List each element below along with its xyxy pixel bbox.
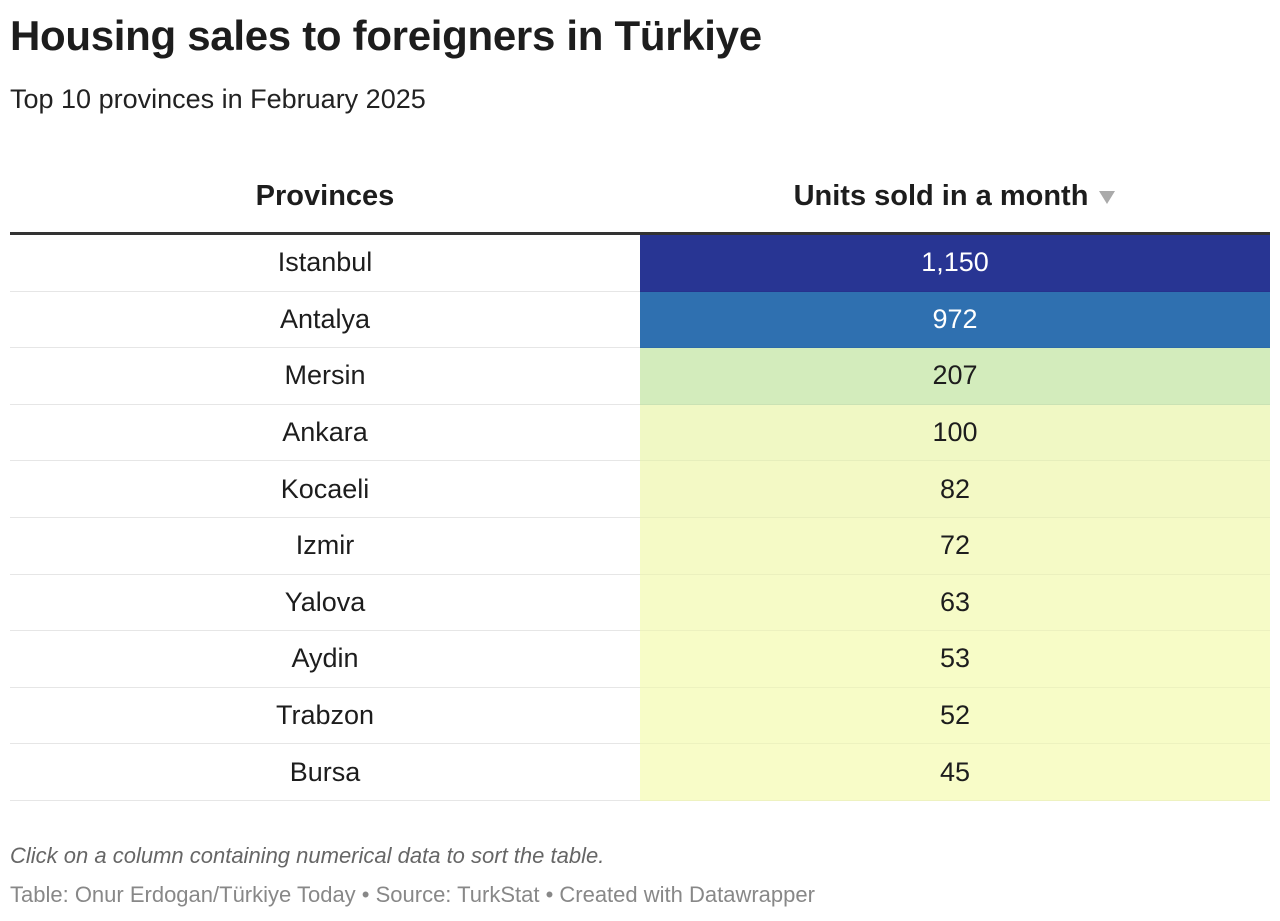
table-row: Istanbul 1,150 xyxy=(10,235,1270,292)
title: Housing sales to foreigners in Türkiye xyxy=(10,12,762,59)
units-cell: 72 xyxy=(640,517,1270,575)
source: Table: Onur Erdogan/Türkiye Today • Sour… xyxy=(10,882,815,907)
sort-arrow xyxy=(1099,190,1116,204)
units-cell: 52 xyxy=(640,687,1270,745)
units-cell: 45 xyxy=(640,744,1270,801)
province-cell: Antalya xyxy=(10,292,640,349)
table-row: Yalova 63 xyxy=(10,574,1270,632)
province-cell: Aydin xyxy=(10,631,640,688)
units-cell: 100 xyxy=(640,404,1270,462)
units-cell: 82 xyxy=(640,461,1270,518)
subtitle: Top 10 provinces in February 2025 xyxy=(10,84,426,114)
table-row: Izmir 72 xyxy=(10,517,1270,575)
table-row: Antalya 972 xyxy=(10,291,1270,349)
units-cell: 53 xyxy=(640,631,1270,688)
table-row: Kocaeli 82 xyxy=(10,461,1270,518)
province-cell: Kocaeli xyxy=(10,461,640,518)
column-header-text: Units sold in a month xyxy=(793,179,1089,212)
notes: Click on a column containing numerical d… xyxy=(10,843,605,868)
table-row: Aydin 53 xyxy=(10,631,1270,688)
province-cell: Mersin xyxy=(10,348,640,405)
table-body: Istanbul 1,150 Antalya 972 Mersin 207 Ankara 10… xyxy=(10,235,1270,801)
table-row: Trabzon 52 xyxy=(10,687,1270,745)
column-header-text: Provinces xyxy=(255,179,395,212)
province-cell: Bursa xyxy=(10,744,640,801)
units-cell: 207 xyxy=(640,348,1270,405)
province-cell: Izmir xyxy=(10,518,640,575)
column-header[interactable]: Provinces xyxy=(10,180,640,213)
column-header[interactable]: Units sold in a month xyxy=(640,180,1270,213)
table-row: Bursa 45 xyxy=(10,744,1270,801)
province-cell: Trabzon xyxy=(10,688,640,745)
table-row: Ankara 100 xyxy=(10,404,1270,462)
units-cell: 972 xyxy=(640,291,1270,349)
table: Provinces Units sold in a month Istanbul… xyxy=(10,160,1270,801)
table-header: Provinces Units sold in a month xyxy=(10,160,1270,235)
province-cell: Yalova xyxy=(10,575,640,632)
units-cell: 1,150 xyxy=(640,235,1270,292)
units-cell: 63 xyxy=(640,574,1270,632)
province-cell: Ankara xyxy=(10,405,640,462)
table-row: Mersin 207 xyxy=(10,348,1270,405)
province-cell: Istanbul xyxy=(10,235,640,292)
